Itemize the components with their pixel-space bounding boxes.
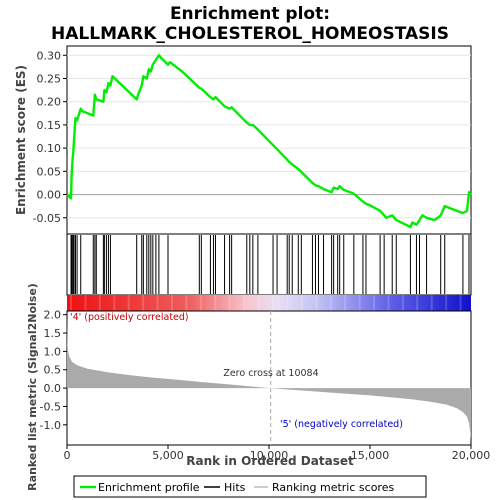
rank-color-bar-band bbox=[171, 295, 173, 311]
x-tick-label: 20,000 bbox=[452, 449, 491, 462]
metric-y-tick-label: 2.0 bbox=[44, 309, 62, 322]
rank-color-bar-band bbox=[387, 295, 390, 311]
legend-frame bbox=[73, 475, 427, 498]
es-y-tick-label: -0.05 bbox=[33, 212, 61, 225]
rank-color-bar-band bbox=[84, 295, 87, 311]
x-tick-label: 5,000 bbox=[152, 449, 184, 462]
metric-y-ticks: -1.0 -0.5 0.0 0.5 1.0 1.5 2.0 bbox=[40, 309, 67, 432]
rank-color-bar-band bbox=[272, 295, 274, 311]
rank-color-bar-band bbox=[113, 295, 116, 311]
es-y-tick-label: 0.30 bbox=[37, 49, 62, 62]
metric-y-axis-label: Ranked list metric (Signal2Noise) bbox=[26, 283, 39, 491]
legend: Enrichment profile Hits Ranking metric s… bbox=[73, 475, 427, 498]
rank-color-bar-band bbox=[156, 295, 159, 311]
legend-label-hits: Hits bbox=[224, 481, 246, 494]
es-y-tick-label: 0.00 bbox=[37, 189, 62, 202]
legend-label-enrichment: Enrichment profile bbox=[98, 481, 200, 494]
rank-color-bar-band bbox=[315, 295, 318, 311]
rank-color-bar-band bbox=[127, 295, 130, 311]
metric-y-tick-label: 0.0 bbox=[44, 382, 62, 395]
x-tick-label: 0 bbox=[64, 449, 71, 462]
plot-title-line1: Enrichment plot: bbox=[170, 4, 330, 24]
negative-correlation-label: '5' (negatively correlated) bbox=[280, 419, 403, 430]
metric-y-tick-label: -0.5 bbox=[40, 400, 61, 413]
rank-color-bar-band bbox=[358, 295, 361, 311]
rank-color-bar-band bbox=[445, 295, 448, 311]
positive-correlation-label: '4' (positively correlated) bbox=[70, 312, 189, 323]
rank-color-bar-band bbox=[228, 295, 231, 311]
rank-color-bar-band bbox=[286, 295, 289, 311]
es-y-axis-label: Enrichment score (ES) bbox=[14, 65, 28, 215]
hits-panel-frame bbox=[66, 233, 472, 296]
x-axis-ticks: 0 5,000 10,000 15,000 20,000 bbox=[64, 445, 491, 462]
rank-color-bar bbox=[67, 295, 471, 311]
metric-y-tick-label: 1.0 bbox=[44, 345, 62, 358]
rank-color-bar-band bbox=[142, 295, 145, 311]
metric-y-tick-label: 1.5 bbox=[44, 327, 62, 340]
rank-color-bar-band bbox=[214, 295, 217, 311]
es-y-tick-label: 0.25 bbox=[37, 72, 62, 85]
es-y-tick-label: 0.15 bbox=[37, 119, 62, 132]
rank-color-bar-band bbox=[416, 295, 419, 311]
metric-y-tick-label: -1.0 bbox=[40, 419, 61, 432]
ranking-metric-area bbox=[67, 314, 471, 440]
es-y-ticks: -0.05 0.00 0.05 0.10 0.15 0.20 0.25 0.30 bbox=[33, 49, 67, 225]
rank-color-bar-band bbox=[329, 295, 332, 311]
rank-color-bar-band bbox=[373, 295, 375, 311]
rank-color-bar-band bbox=[344, 295, 347, 311]
metric-y-tick-label: 0.5 bbox=[44, 364, 62, 377]
rank-color-bar-band bbox=[401, 295, 404, 311]
rank-color-bar-band bbox=[257, 295, 260, 311]
es-panel: -0.05 0.00 0.05 0.10 0.15 0.20 0.25 0.30 bbox=[33, 45, 472, 235]
rank-color-bar-band bbox=[185, 295, 188, 311]
rank-color-bar-bands bbox=[70, 295, 462, 311]
rank-color-bar-band bbox=[98, 295, 101, 311]
rank-color-bar-band bbox=[300, 295, 303, 311]
es-y-tick-label: 0.05 bbox=[37, 165, 62, 178]
rank-color-bar-band bbox=[70, 295, 72, 311]
zero-cross-label: Zero cross at 10084 bbox=[223, 368, 318, 379]
hits-panel bbox=[66, 233, 472, 296]
es-y-tick-label: 0.20 bbox=[37, 96, 62, 109]
x-axis-label: Rank in Ordered Dataset bbox=[186, 454, 354, 468]
es-y-tick-label: 0.10 bbox=[37, 142, 62, 155]
hit-markers bbox=[70, 235, 470, 294]
rank-color-bar-band bbox=[459, 295, 462, 311]
x-tick-label: 10,000 bbox=[250, 449, 289, 462]
rank-color-bar-band bbox=[199, 295, 202, 311]
x-tick-label: 15,000 bbox=[351, 449, 390, 462]
rank-color-bar-band bbox=[430, 295, 433, 311]
rank-color-bar-band bbox=[243, 295, 246, 311]
legend-label-metric: Ranking metric scores bbox=[272, 481, 394, 494]
enrichment-profile-line bbox=[66, 54, 472, 229]
metric-panel: -1.0 -0.5 0.0 0.5 1.0 1.5 2.0 0 5,000 10,000 15,0… bbox=[40, 309, 491, 462]
plot-title-line2: HALLMARK_CHOLESTEROL_HOMEOSTASIS bbox=[51, 24, 449, 44]
